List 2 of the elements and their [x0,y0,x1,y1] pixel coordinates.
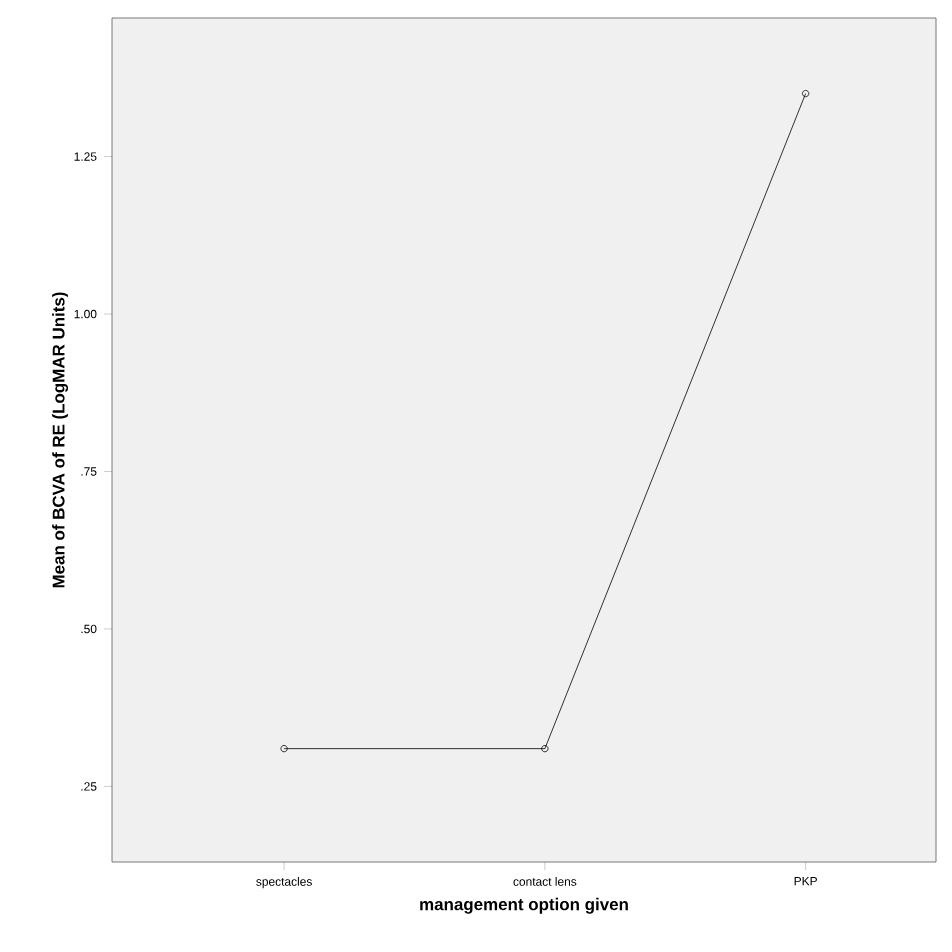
x-axis-title: management option given [420,897,628,914]
y-axis-title: Mean of BCVA of RE (LogMAR Units) [52,292,69,588]
